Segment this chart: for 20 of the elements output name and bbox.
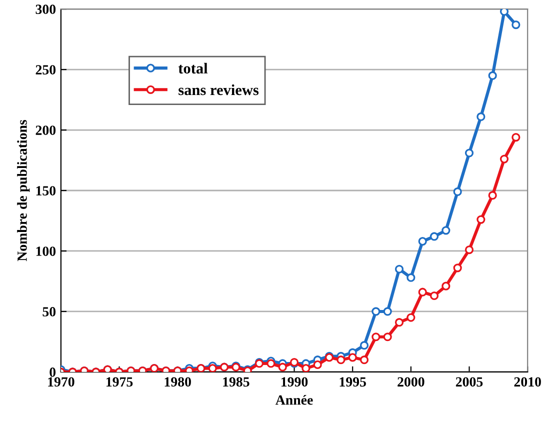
x-tick-label: 1990 (281, 377, 308, 387)
legend-label: sans reviews (178, 84, 259, 96)
x-tick-label: 1985 (223, 377, 250, 387)
y-axis-title: Nombre de publications (17, 120, 30, 262)
y-tick-label: 300 (36, 4, 56, 14)
x-tick-label: 1970 (48, 377, 74, 387)
x-tick-label: 1975 (106, 377, 133, 387)
x-tick-label: 2000 (398, 377, 424, 387)
x-tick-label: 1980 (164, 377, 191, 387)
y-tick-label: 200 (36, 126, 56, 135)
y-tick-label: 0 (50, 368, 56, 377)
x-tick-label: 2005 (456, 377, 483, 387)
y-tick-label: 150 (36, 186, 56, 196)
y-tick-label: 250 (36, 65, 56, 74)
x-tick-label: 1995 (340, 377, 366, 387)
x-tick-label: 2010 (514, 377, 541, 387)
legend-label: total (178, 62, 208, 74)
y-tick-label: 100 (36, 246, 56, 256)
y-tick-label: 50 (42, 307, 56, 316)
x-axis-title: Année (275, 394, 313, 405)
